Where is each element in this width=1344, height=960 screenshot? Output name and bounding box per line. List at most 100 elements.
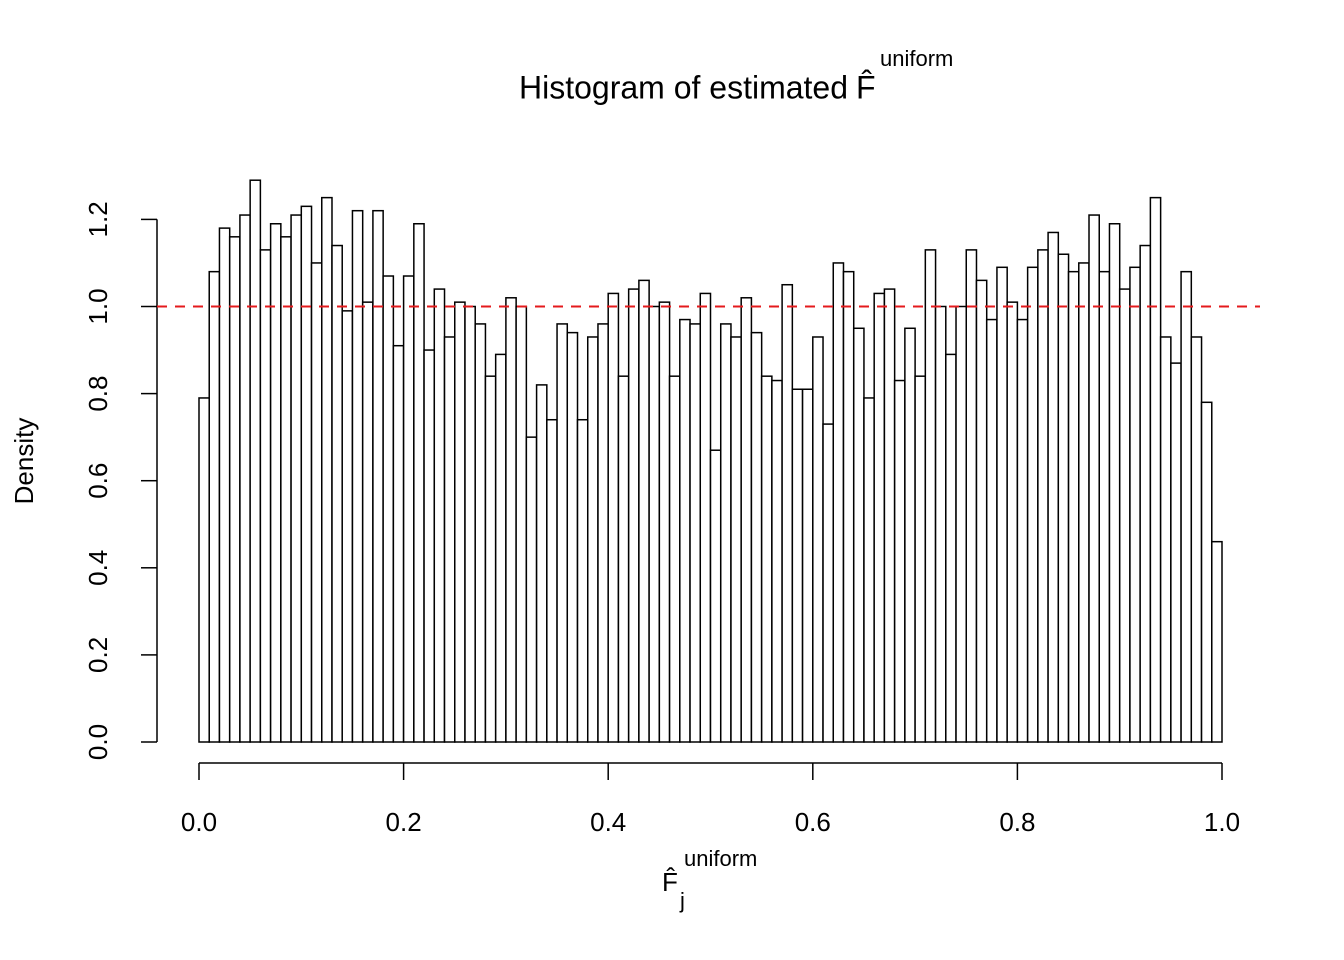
title-symbol: F̂ — [856, 69, 876, 105]
bar — [873, 292, 886, 743]
bar — [658, 301, 671, 743]
bar — [1180, 270, 1193, 743]
bar — [617, 375, 630, 743]
bar — [863, 397, 875, 743]
bar — [597, 323, 609, 743]
bar — [852, 327, 865, 743]
bar — [648, 305, 661, 743]
bar — [709, 449, 722, 743]
bar — [535, 384, 548, 743]
bar — [996, 266, 1008, 743]
y-tick-label: 0.2 — [83, 637, 113, 673]
bar — [494, 353, 507, 743]
bar — [1037, 249, 1049, 743]
bar — [290, 214, 303, 743]
x-tick-label: 0.2 — [386, 807, 422, 837]
bar — [239, 214, 251, 743]
bar — [1006, 301, 1019, 743]
bar — [1108, 223, 1121, 743]
bar — [1057, 253, 1070, 743]
bar — [985, 318, 998, 743]
bar — [771, 379, 783, 743]
bar — [566, 331, 579, 743]
bar — [1078, 262, 1090, 743]
bar — [627, 288, 640, 743]
y-tick-label: 0.4 — [83, 550, 113, 586]
y-tick-label: 1.2 — [83, 201, 113, 237]
bar — [280, 236, 292, 743]
x-label-subscript: j — [679, 888, 685, 913]
bar — [259, 249, 272, 743]
bar — [586, 336, 599, 743]
bar — [822, 423, 835, 743]
bar — [402, 275, 415, 743]
bar — [955, 305, 968, 743]
bar — [924, 249, 937, 743]
bar — [1200, 401, 1213, 743]
bar — [331, 244, 343, 743]
y-tick-label: 0.6 — [83, 463, 113, 499]
bar — [228, 236, 241, 743]
bar — [310, 262, 323, 743]
bar — [801, 388, 814, 743]
bar — [525, 436, 538, 743]
bar — [1159, 336, 1172, 743]
bar — [1016, 318, 1029, 743]
bar — [638, 279, 650, 743]
bar — [208, 270, 221, 743]
bar — [464, 305, 476, 743]
bar — [1067, 270, 1080, 743]
y-tick-label: 0.8 — [83, 376, 113, 412]
bar — [423, 349, 436, 743]
bar — [607, 292, 620, 743]
y-label: Density — [9, 418, 39, 505]
bar — [719, 323, 732, 743]
bar — [668, 375, 681, 743]
bar — [1026, 266, 1039, 743]
bar — [750, 331, 763, 743]
bar — [1190, 336, 1203, 743]
bar — [791, 388, 804, 743]
bar — [1170, 362, 1182, 743]
bar — [1139, 244, 1152, 743]
bar — [505, 297, 517, 743]
bar — [546, 418, 558, 743]
bar — [443, 336, 456, 743]
bar — [1129, 266, 1141, 743]
x-tick-label: 0.4 — [590, 807, 626, 837]
bar — [1118, 288, 1131, 743]
bar — [515, 305, 528, 743]
bar — [1088, 214, 1100, 743]
bar — [740, 297, 753, 743]
bar — [842, 270, 855, 743]
bar — [372, 209, 384, 743]
bar — [433, 288, 446, 743]
x-tick-label: 1.0 — [1204, 807, 1240, 837]
bar — [679, 318, 691, 743]
x-label-superscript: uniform — [684, 846, 757, 871]
title-superscript: uniform — [880, 46, 953, 71]
bar — [321, 196, 333, 743]
bar — [484, 375, 497, 743]
bar — [576, 418, 589, 743]
bar — [1047, 231, 1060, 743]
bar — [454, 301, 466, 743]
bar — [341, 310, 354, 743]
bar — [269, 223, 282, 743]
bar — [351, 209, 364, 743]
y-tick-label: 1.0 — [83, 288, 113, 324]
bar — [975, 279, 988, 743]
bar — [198, 397, 210, 743]
bar — [904, 327, 916, 743]
bar — [934, 305, 947, 743]
bar — [883, 288, 896, 743]
bar — [730, 336, 742, 743]
bar — [812, 336, 824, 743]
y-tick-label: 0.0 — [83, 724, 113, 760]
x-tick-label: 0.0 — [181, 807, 217, 837]
bar — [760, 375, 773, 743]
bar — [893, 379, 906, 743]
x-tick-label: 0.6 — [795, 807, 831, 837]
bar — [392, 344, 405, 743]
